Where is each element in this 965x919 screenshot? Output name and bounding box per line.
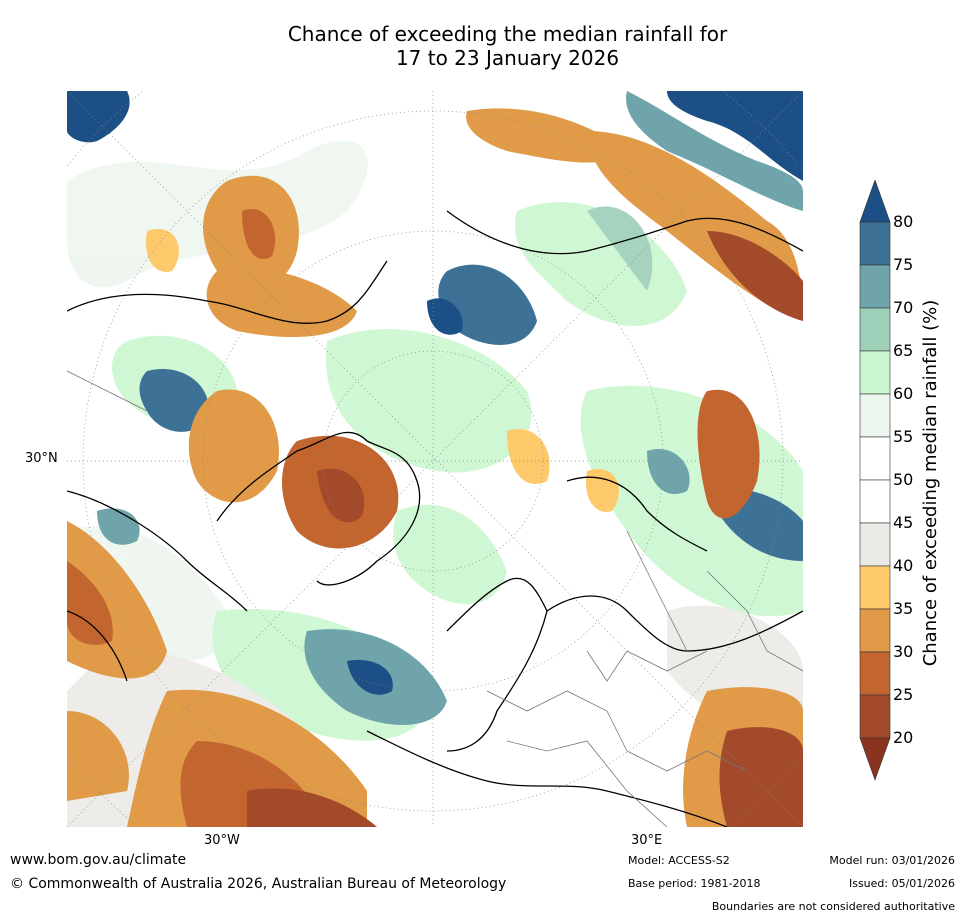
colorbar-tick-30: 30 (893, 642, 914, 661)
colorbar-bin-20-25 (859, 694, 891, 739)
colorbar-bin-above-max (859, 180, 891, 223)
colorbar-tick-35: 35 (893, 599, 914, 618)
footer-model-run: Model run: 03/01/2026 (829, 854, 955, 867)
footer-disclaimer: Boundaries are not considered authoritat… (711, 900, 955, 913)
footer-base-period: Base period: 1981-2018 (628, 877, 761, 890)
footer-copyright: © Commonwealth of Australia 2026, Austra… (10, 876, 507, 892)
rainfall-map[interactable] (67, 91, 803, 827)
colorbar-bin-55-60 (859, 393, 891, 438)
colorbar-bin-35-40 (859, 565, 891, 610)
graticule (67, 91, 803, 827)
colorbar-svg (859, 180, 891, 781)
colorbar-tick-65: 65 (893, 341, 914, 360)
colorbar-tick-25: 25 (893, 685, 914, 704)
footer-website[interactable]: www.bom.gov.au/climate (10, 852, 187, 868)
colorbar-bin-65-70 (859, 307, 891, 352)
colorbar-tick-50: 50 (893, 470, 914, 489)
colorbar-bin-50-55 (859, 436, 891, 481)
map-title-line2: 17 to 23 January 2026 (395, 46, 620, 70)
footer-model: Model: ACCESS-S2 (628, 854, 730, 867)
colorbar-bin-40-45 (859, 522, 891, 567)
colorbar-tick-45: 45 (893, 513, 914, 532)
lat-label-30n: 30°N (25, 451, 58, 466)
colorbar-bin-30-35 (859, 608, 891, 653)
colorbar-bin-45-50 (859, 479, 891, 524)
colorbar-tick-40: 40 (893, 556, 914, 575)
colorbar-tick-80: 80 (893, 212, 914, 231)
colorbar-tick-20: 20 (893, 728, 914, 747)
map-title: Chance of exceeding the median rainfall … (0, 22, 965, 70)
rainfall-map-svg (67, 91, 803, 827)
lon-label-30e: 30°E (631, 833, 663, 848)
footer-issued: Issued: 05/01/2026 (848, 877, 955, 890)
colorbar-tick-75: 75 (893, 255, 914, 274)
colorbar-bin-below-min (859, 737, 891, 781)
dry-patches (67, 108, 803, 827)
colorbar-bin-25-30 (859, 651, 891, 696)
country-borders (67, 370, 803, 827)
colorbar-tick-70: 70 (893, 298, 914, 317)
wet-patches (67, 91, 803, 725)
colorbar-tick-60: 60 (893, 384, 914, 403)
coastlines (67, 210, 803, 827)
lon-label-30w: 30°W (204, 833, 240, 848)
map-title-line1: Chance of exceeding the median rainfall … (287, 22, 728, 46)
colorbar: 80 75 70 65 60 55 50 45 40 35 30 25 20 (855, 180, 965, 790)
colorbar-bin-70-75 (859, 264, 891, 309)
colorbar-bin-60-65 (859, 350, 891, 395)
colorbar-bin-75-80 (859, 221, 891, 266)
colorbar-title: Chance of exceeding median rainfall (%) (920, 299, 941, 667)
colorbar-tick-55: 55 (893, 427, 914, 446)
